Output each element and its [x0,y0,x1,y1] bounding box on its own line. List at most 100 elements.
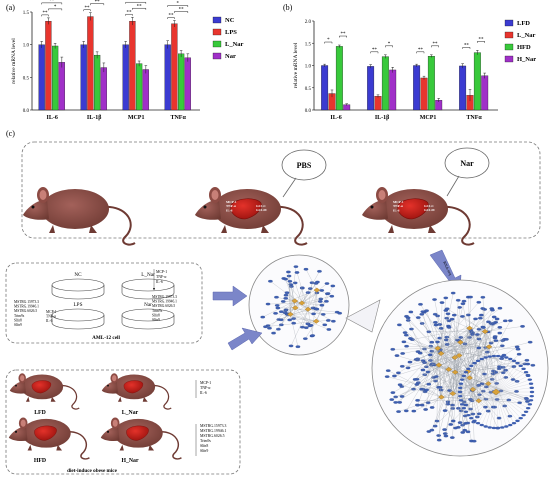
network-node [304,327,308,329]
network-node [286,271,290,273]
network-node [504,356,508,358]
network-node [263,326,267,328]
mouse [102,373,171,409]
network-node [430,406,434,408]
network-node [462,300,466,302]
network-node [261,316,265,318]
legend-swatch [213,53,221,59]
network-node [500,355,504,357]
significance-label: ** [169,14,175,19]
bar [101,68,107,110]
bar [171,24,177,110]
network-node [404,410,408,412]
network-node [500,345,504,347]
network-node [464,371,468,373]
x-tick-label: TNFα [170,115,186,121]
mouse-gene-label: GCLM [424,208,435,212]
network-node [434,375,438,377]
network-node [289,345,293,347]
network-node [504,338,508,340]
network-node [498,307,502,309]
legend-label: NC [225,17,235,24]
network-node [496,355,500,357]
network-node [443,432,447,434]
network-node [459,399,463,401]
network-node [424,389,428,391]
panel-label-c: (c) [6,129,15,138]
mouse-leg [28,445,32,451]
network-node [308,325,312,327]
bar [45,21,51,110]
network-node [524,411,528,413]
y-axis-label: relative mRNA level [11,38,17,84]
mouse-gene-label: GCLM [256,208,267,212]
network-node [385,375,389,377]
network-node [530,395,534,397]
legend-swatch [213,41,221,47]
legend-swatch [505,44,513,50]
network-node [436,434,440,436]
bar [413,66,420,111]
significance-label: ** [133,0,139,3]
mouse-eye [107,431,109,433]
network-node [498,326,502,328]
mouse [101,417,182,458]
network-node [483,356,487,358]
cell-gene-label: Slfn8 [152,313,160,317]
network-node [295,271,299,273]
nar-label: Nar [460,159,474,168]
network-small [249,255,349,355]
cell-gene-label: MSTRG.6026.5 [152,304,175,308]
cell-group-label: L_Nar [141,272,155,278]
network-node [447,326,451,328]
network-node [404,345,408,347]
network-node [515,362,519,364]
network-node [274,296,278,298]
network-node [451,420,455,422]
network-node [411,388,415,390]
network-node [437,439,441,441]
network-node [456,299,460,301]
network-node [478,317,482,319]
network-node [490,309,494,311]
bar [481,76,488,110]
mouse-ear-inner [20,375,24,381]
network-node [398,401,402,403]
cell-group-label: LPS [74,302,83,308]
cell-title: AML-12 cell [92,335,120,341]
significance-label: ** [418,48,424,53]
network-node [466,422,470,424]
bar [178,54,184,110]
network-node [283,278,287,280]
significance-label: ** [372,48,378,53]
network-node [268,280,272,282]
mice-title: diet-induce obese mice [67,468,118,474]
network-node [420,313,424,315]
network-node [500,426,504,428]
network-node [449,423,453,425]
legend-label: HFD [517,44,531,51]
arrow-to-cell [213,286,247,306]
network-node [300,287,304,289]
legend-label: L_Nar [225,41,244,48]
cell-gene-label: MSTRG.19946.1 [14,305,39,309]
network-node [476,422,480,424]
network-node [287,275,291,277]
network-node [393,396,397,398]
bar [143,69,149,110]
bar [185,58,191,110]
culture-dish [52,309,104,321]
mouse [362,187,474,245]
network-node [469,417,473,419]
network-node [504,425,508,427]
culture-dish [122,309,174,321]
cell-gene-label: Slfn8 [14,318,22,322]
legend-swatch [505,56,513,62]
network-node [515,346,519,348]
network-node [440,301,444,303]
network-node [451,292,455,294]
network-node [452,314,456,316]
bar [87,17,93,110]
mouse-eye [107,385,109,387]
network-node [320,304,324,306]
